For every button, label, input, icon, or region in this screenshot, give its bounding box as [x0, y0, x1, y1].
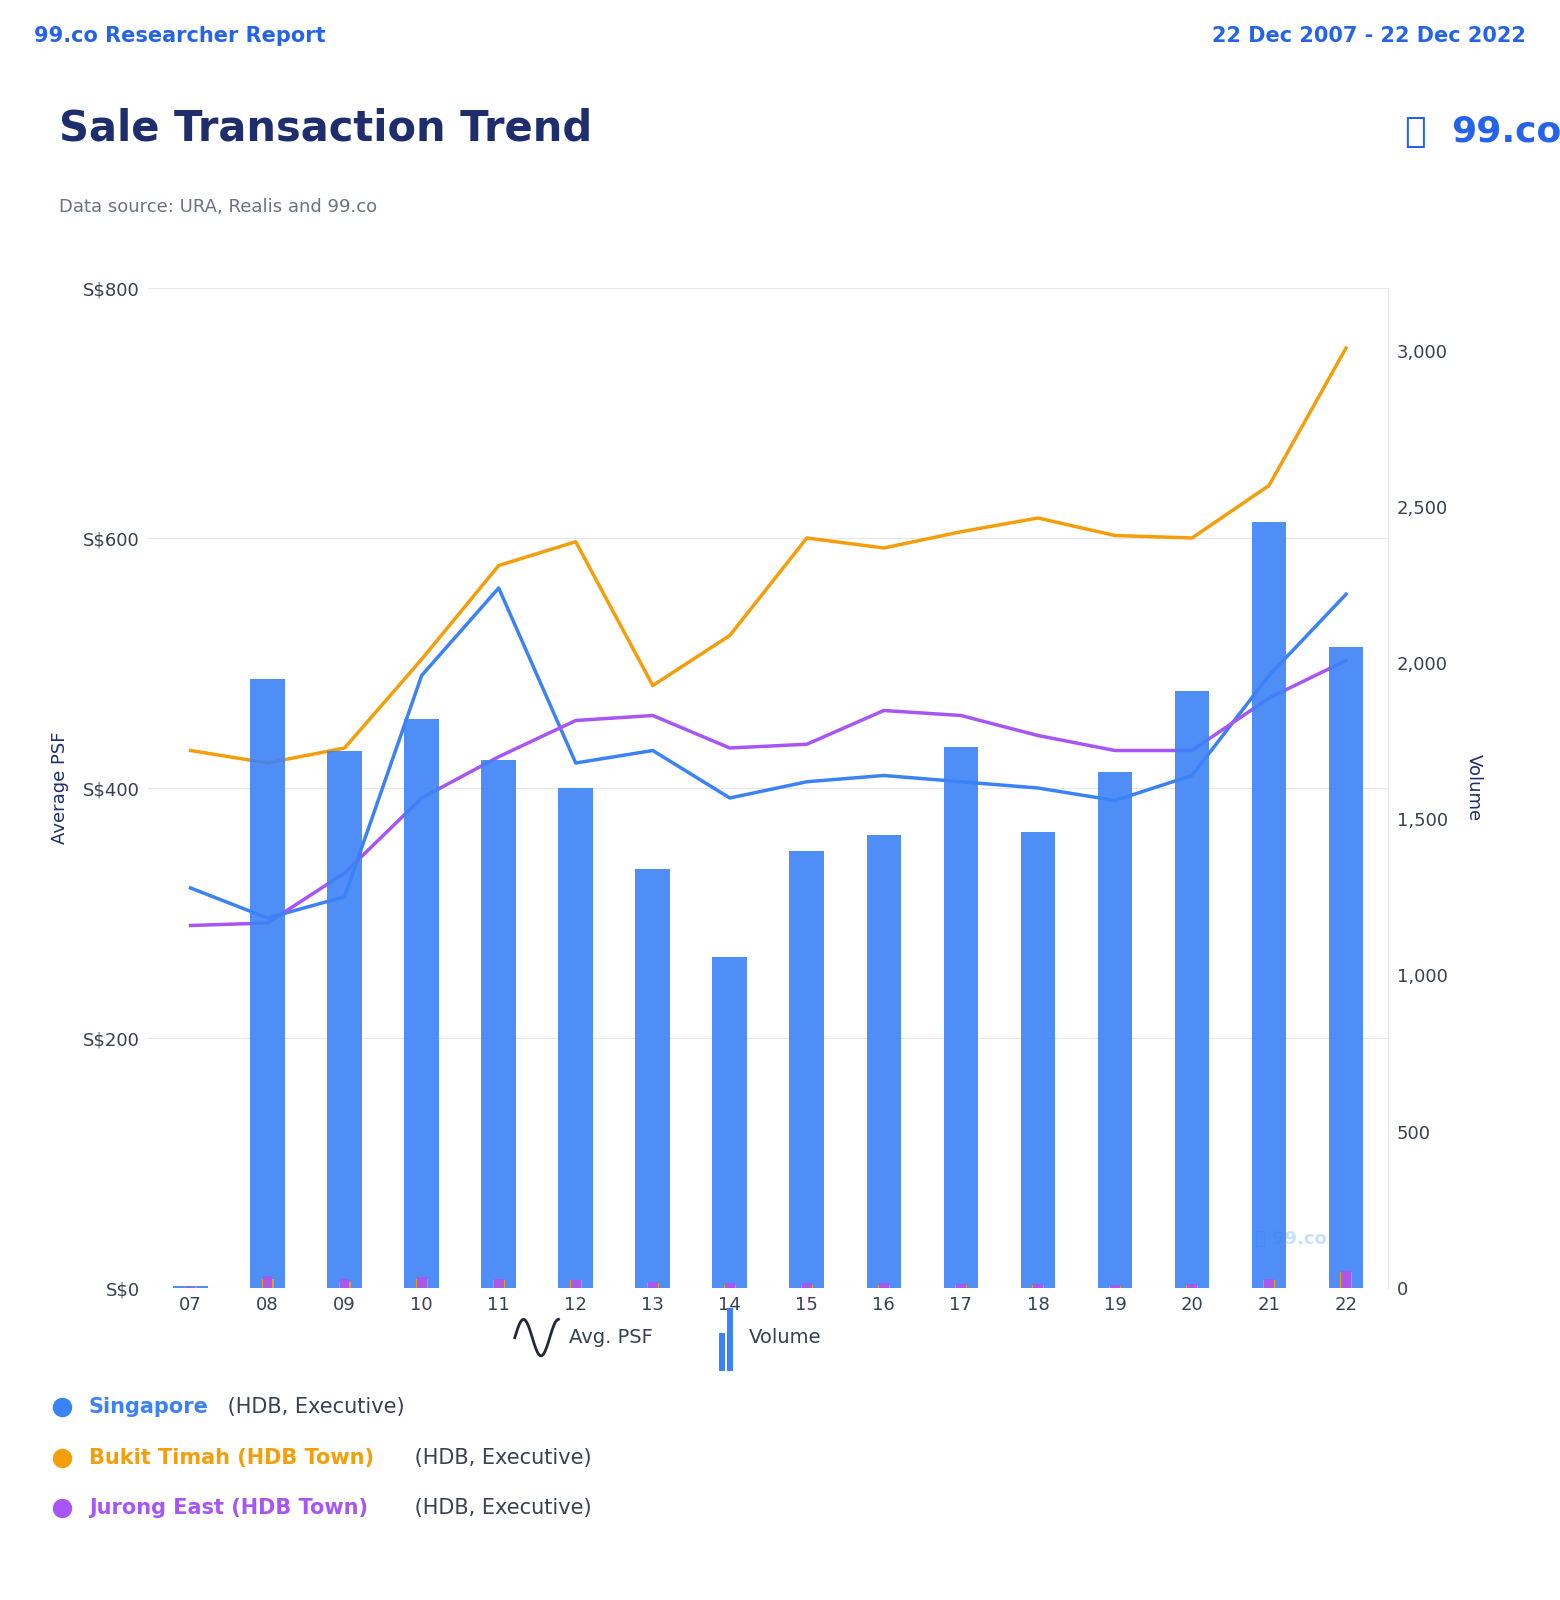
Bar [1175, 691, 1209, 1288]
Bar [725, 1283, 735, 1288]
Bar [1342, 1270, 1351, 1288]
Bar [339, 1282, 351, 1288]
Bar [569, 1280, 582, 1288]
Text: Avg. PSF: Avg. PSF [569, 1328, 654, 1347]
Bar [558, 787, 593, 1288]
Bar [866, 835, 902, 1288]
Text: Bukit Timah (HDB Town): Bukit Timah (HDB Town) [89, 1448, 374, 1467]
Bar [493, 1280, 505, 1288]
Bar [1111, 1285, 1120, 1288]
Bar [415, 1278, 427, 1288]
Bar [1186, 1285, 1198, 1288]
Bar [262, 1278, 273, 1288]
Text: (HDB, Executive): (HDB, Executive) [407, 1448, 591, 1467]
Bar [719, 1333, 725, 1371]
Bar [1251, 522, 1287, 1288]
Bar [724, 1285, 736, 1288]
Bar [1187, 1285, 1197, 1288]
Text: (HDB, Executive): (HDB, Executive) [222, 1397, 406, 1418]
Bar [1329, 648, 1363, 1288]
Bar [1264, 1278, 1275, 1288]
Text: 22 Dec 2007 - 22 Dec 2022: 22 Dec 2007 - 22 Dec 2022 [1212, 26, 1526, 46]
Text: 99.co: 99.co [1451, 115, 1560, 149]
Bar [1033, 1285, 1042, 1288]
Text: (HDB, Executive): (HDB, Executive) [407, 1498, 591, 1518]
Text: 📍: 📍 [1404, 115, 1426, 149]
Bar [878, 1283, 889, 1288]
Bar [340, 1278, 349, 1288]
Bar [482, 760, 516, 1288]
Bar [1264, 1280, 1275, 1288]
Y-axis label: Volume: Volume [1465, 755, 1482, 821]
Bar [417, 1277, 426, 1288]
Bar [727, 1309, 733, 1371]
Bar [1020, 832, 1055, 1288]
Bar [1340, 1272, 1353, 1288]
Bar [262, 1275, 273, 1288]
Text: Singapore: Singapore [89, 1397, 209, 1418]
Y-axis label: Average PSF: Average PSF [51, 731, 69, 845]
Text: Sale Transaction Trend: Sale Transaction Trend [59, 107, 593, 150]
Text: 📍 99.co: 📍 99.co [1254, 1230, 1326, 1248]
Bar [955, 1285, 967, 1288]
Bar [956, 1285, 966, 1288]
Bar [1031, 1285, 1044, 1288]
Bar [800, 1285, 813, 1288]
Bar [647, 1283, 658, 1288]
Text: Data source: URA, Realis and 99.co: Data source: URA, Realis and 99.co [59, 198, 378, 216]
Bar [878, 1285, 889, 1288]
Bar [635, 869, 671, 1288]
Text: 99.co Researcher Report: 99.co Researcher Report [34, 26, 326, 46]
Bar [495, 1278, 504, 1288]
Bar [944, 747, 978, 1288]
Bar [1098, 773, 1133, 1288]
Bar [713, 957, 747, 1288]
Bar [571, 1280, 580, 1288]
Bar [328, 750, 362, 1288]
Bar [250, 678, 285, 1288]
Bar [404, 720, 438, 1288]
Text: Volume: Volume [749, 1328, 821, 1347]
Bar [1109, 1285, 1122, 1288]
Bar [647, 1282, 658, 1288]
Text: Jurong East (HDB Town): Jurong East (HDB Town) [89, 1498, 368, 1518]
Bar [789, 851, 824, 1288]
Bar [802, 1283, 811, 1288]
